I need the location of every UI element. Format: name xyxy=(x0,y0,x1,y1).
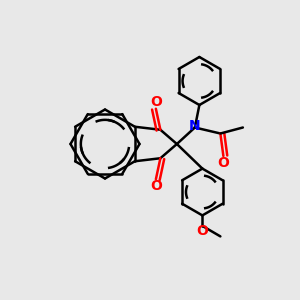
Text: O: O xyxy=(218,156,229,170)
Text: O: O xyxy=(196,224,208,238)
Text: O: O xyxy=(150,179,162,193)
Text: O: O xyxy=(150,95,162,109)
Text: N: N xyxy=(189,119,201,133)
